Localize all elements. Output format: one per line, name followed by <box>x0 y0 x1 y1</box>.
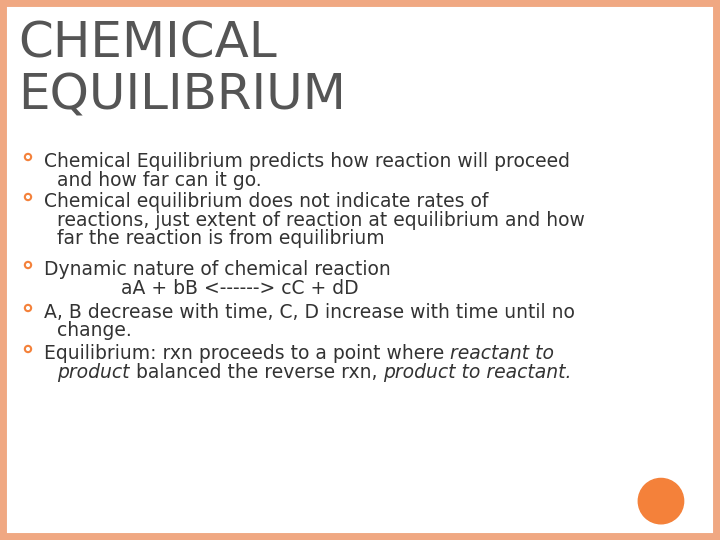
Text: reactions, just extent of reaction at equilibrium and how: reactions, just extent of reaction at eq… <box>57 211 585 229</box>
Text: Chemical Equilibrium predicts how reaction will proceed: Chemical Equilibrium predicts how reacti… <box>44 152 570 171</box>
Text: reactant to: reactant to <box>450 344 554 363</box>
Text: A, B decrease with time, C, D increase with time until no: A, B decrease with time, C, D increase w… <box>44 303 575 322</box>
Text: product to reactant.: product to reactant. <box>383 362 572 381</box>
Text: far the reaction is from equilibrium: far the reaction is from equilibrium <box>57 229 384 248</box>
Text: product: product <box>57 362 130 381</box>
Circle shape <box>639 478 684 524</box>
Text: and how far can it go.: and how far can it go. <box>57 171 261 190</box>
Text: Chemical equilibrium does not indicate rates of: Chemical equilibrium does not indicate r… <box>44 192 488 211</box>
Text: aA + bB <------> cC + dD: aA + bB <------> cC + dD <box>121 279 359 298</box>
Text: balanced the reverse rxn,: balanced the reverse rxn, <box>130 362 383 381</box>
Text: change.: change. <box>57 321 132 341</box>
Text: EQUILIBRIUM: EQUILIBRIUM <box>18 72 346 120</box>
Text: CHEMICAL: CHEMICAL <box>18 20 276 68</box>
Text: Equilibrium: rxn proceeds to a point where: Equilibrium: rxn proceeds to a point whe… <box>44 344 450 363</box>
Text: Dynamic nature of chemical reaction: Dynamic nature of chemical reaction <box>44 260 391 279</box>
